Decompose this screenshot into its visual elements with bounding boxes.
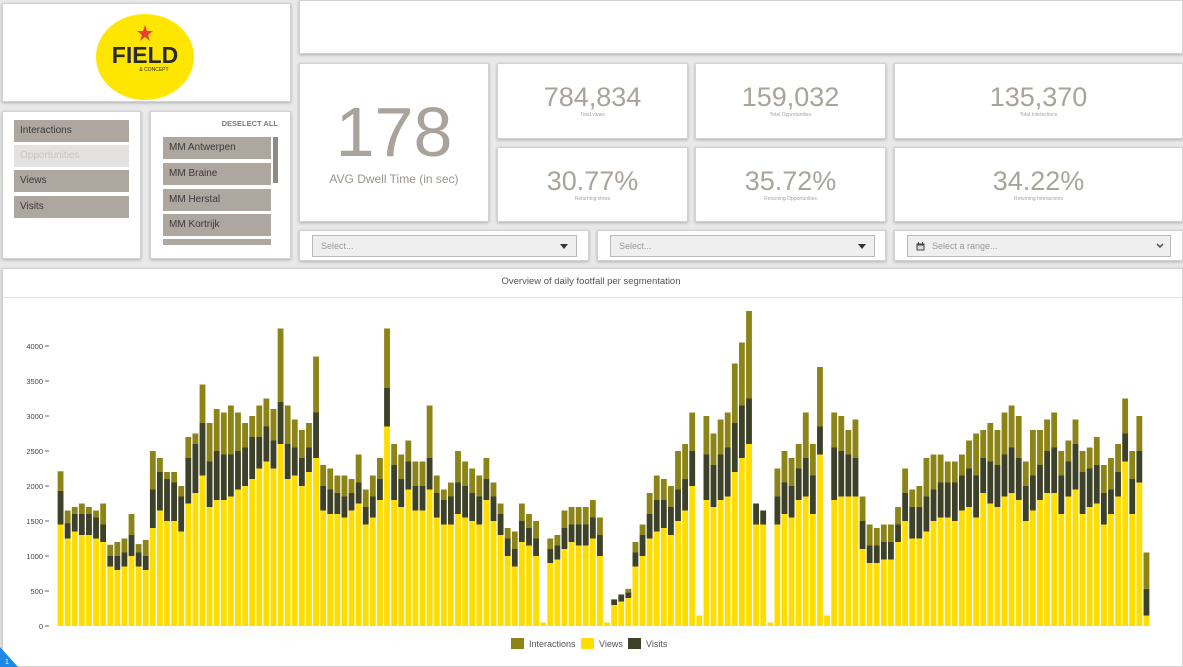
logo-subtext: & CONCEPT bbox=[139, 67, 168, 73]
filter-select-2-placeholder: Select... bbox=[619, 241, 652, 251]
kpi-total-views-label: Total views bbox=[580, 112, 605, 118]
store-item-partial[interactable] bbox=[163, 239, 271, 245]
corner-badge-text: 1 bbox=[5, 659, 9, 666]
chart-panel bbox=[2, 268, 1183, 667]
legend-label-views: Views bbox=[599, 639, 623, 649]
calendar-icon bbox=[916, 242, 925, 251]
kpi-card-returning-interactions bbox=[894, 147, 1183, 222]
store-item-antwerpen[interactable]: MM Antwerpen bbox=[163, 137, 271, 159]
store-item-braine[interactable]: MM Braine bbox=[163, 163, 271, 185]
dwell-panel bbox=[299, 63, 489, 222]
deselect-all-button[interactable]: DESELECT ALL bbox=[221, 119, 278, 128]
kpi-total-interactions-label: Total Interactions bbox=[1019, 112, 1058, 118]
header-panel bbox=[299, 0, 1183, 54]
chevron-down-icon bbox=[858, 244, 866, 249]
legend-swatch-views bbox=[581, 638, 594, 649]
filter-select-1-placeholder: Select... bbox=[321, 241, 354, 251]
legend-label-visits: Visits bbox=[646, 639, 668, 649]
legend-interactions[interactable]: Interactions bbox=[511, 638, 576, 649]
kpi-card-returning-opportunities bbox=[695, 147, 886, 222]
kpi-returning-views-label: Returning views bbox=[574, 196, 611, 202]
dwell-time-label: AVG Dwell Time (in sec) bbox=[329, 172, 459, 186]
legend-visits[interactable]: Visits bbox=[628, 638, 667, 649]
kpi-returning-opportunities-label: Returning Opportunities bbox=[764, 196, 817, 202]
dwell-time-value: 178 bbox=[335, 93, 453, 171]
segment-item-views[interactable]: Views bbox=[14, 170, 129, 192]
kpi-total-views-value: 784,834 bbox=[543, 82, 642, 112]
date-range-picker[interactable]: Select a range... bbox=[907, 235, 1171, 257]
logo-text: FIELD bbox=[112, 42, 178, 68]
filter-select-2[interactable]: Select... bbox=[610, 235, 875, 257]
kpi-returning-interactions-value: 34.22% bbox=[992, 166, 1085, 196]
chart-title-divider bbox=[3, 297, 1182, 298]
kpi-returning-interactions-label: Returning Interactions bbox=[1014, 196, 1063, 202]
chevron-down-icon bbox=[1156, 243, 1164, 248]
kpi-total-interactions-value: 135,370 bbox=[989, 82, 1088, 112]
kpi-card-returning-views bbox=[497, 147, 688, 222]
legend-swatch-visits bbox=[628, 638, 641, 649]
store-item-kortrijk[interactable]: MM Kortrijk bbox=[163, 214, 271, 236]
date-range-placeholder: Select a range... bbox=[932, 241, 998, 251]
chart-title: Overview of daily footfall per segmentat… bbox=[501, 276, 681, 287]
kpi-returning-opportunities-value: 35.72% bbox=[744, 166, 837, 196]
chevron-down-icon bbox=[560, 244, 568, 249]
kpi-total-opportunities-value: 159,032 bbox=[741, 82, 840, 112]
kpi-card-total-views bbox=[497, 63, 688, 139]
segment-item-interactions[interactable]: Interactions bbox=[14, 120, 129, 142]
legend-swatch-interactions bbox=[511, 638, 524, 649]
legend-views[interactable]: Views bbox=[581, 638, 623, 649]
segment-item-visits[interactable]: Visits bbox=[14, 196, 129, 218]
kpi-card-total-opportunities bbox=[695, 63, 886, 139]
kpi-total-opportunities-label: Total Opportunities bbox=[769, 112, 812, 118]
kpi-card-total-interactions bbox=[894, 63, 1183, 139]
field-concept-logo: FIELD & CONCEPT bbox=[96, 14, 194, 100]
segment-item-opportunities[interactable]: Opportunities bbox=[14, 145, 129, 167]
filter-select-1[interactable]: Select... bbox=[312, 235, 577, 257]
kpi-returning-views-value: 30.77% bbox=[546, 166, 639, 196]
corner-badge[interactable]: 1 bbox=[0, 647, 18, 667]
store-list-scrollbar[interactable] bbox=[273, 137, 278, 183]
legend-label-interactions: Interactions bbox=[529, 639, 576, 649]
store-item-herstal[interactable]: MM Herstal bbox=[163, 189, 271, 211]
